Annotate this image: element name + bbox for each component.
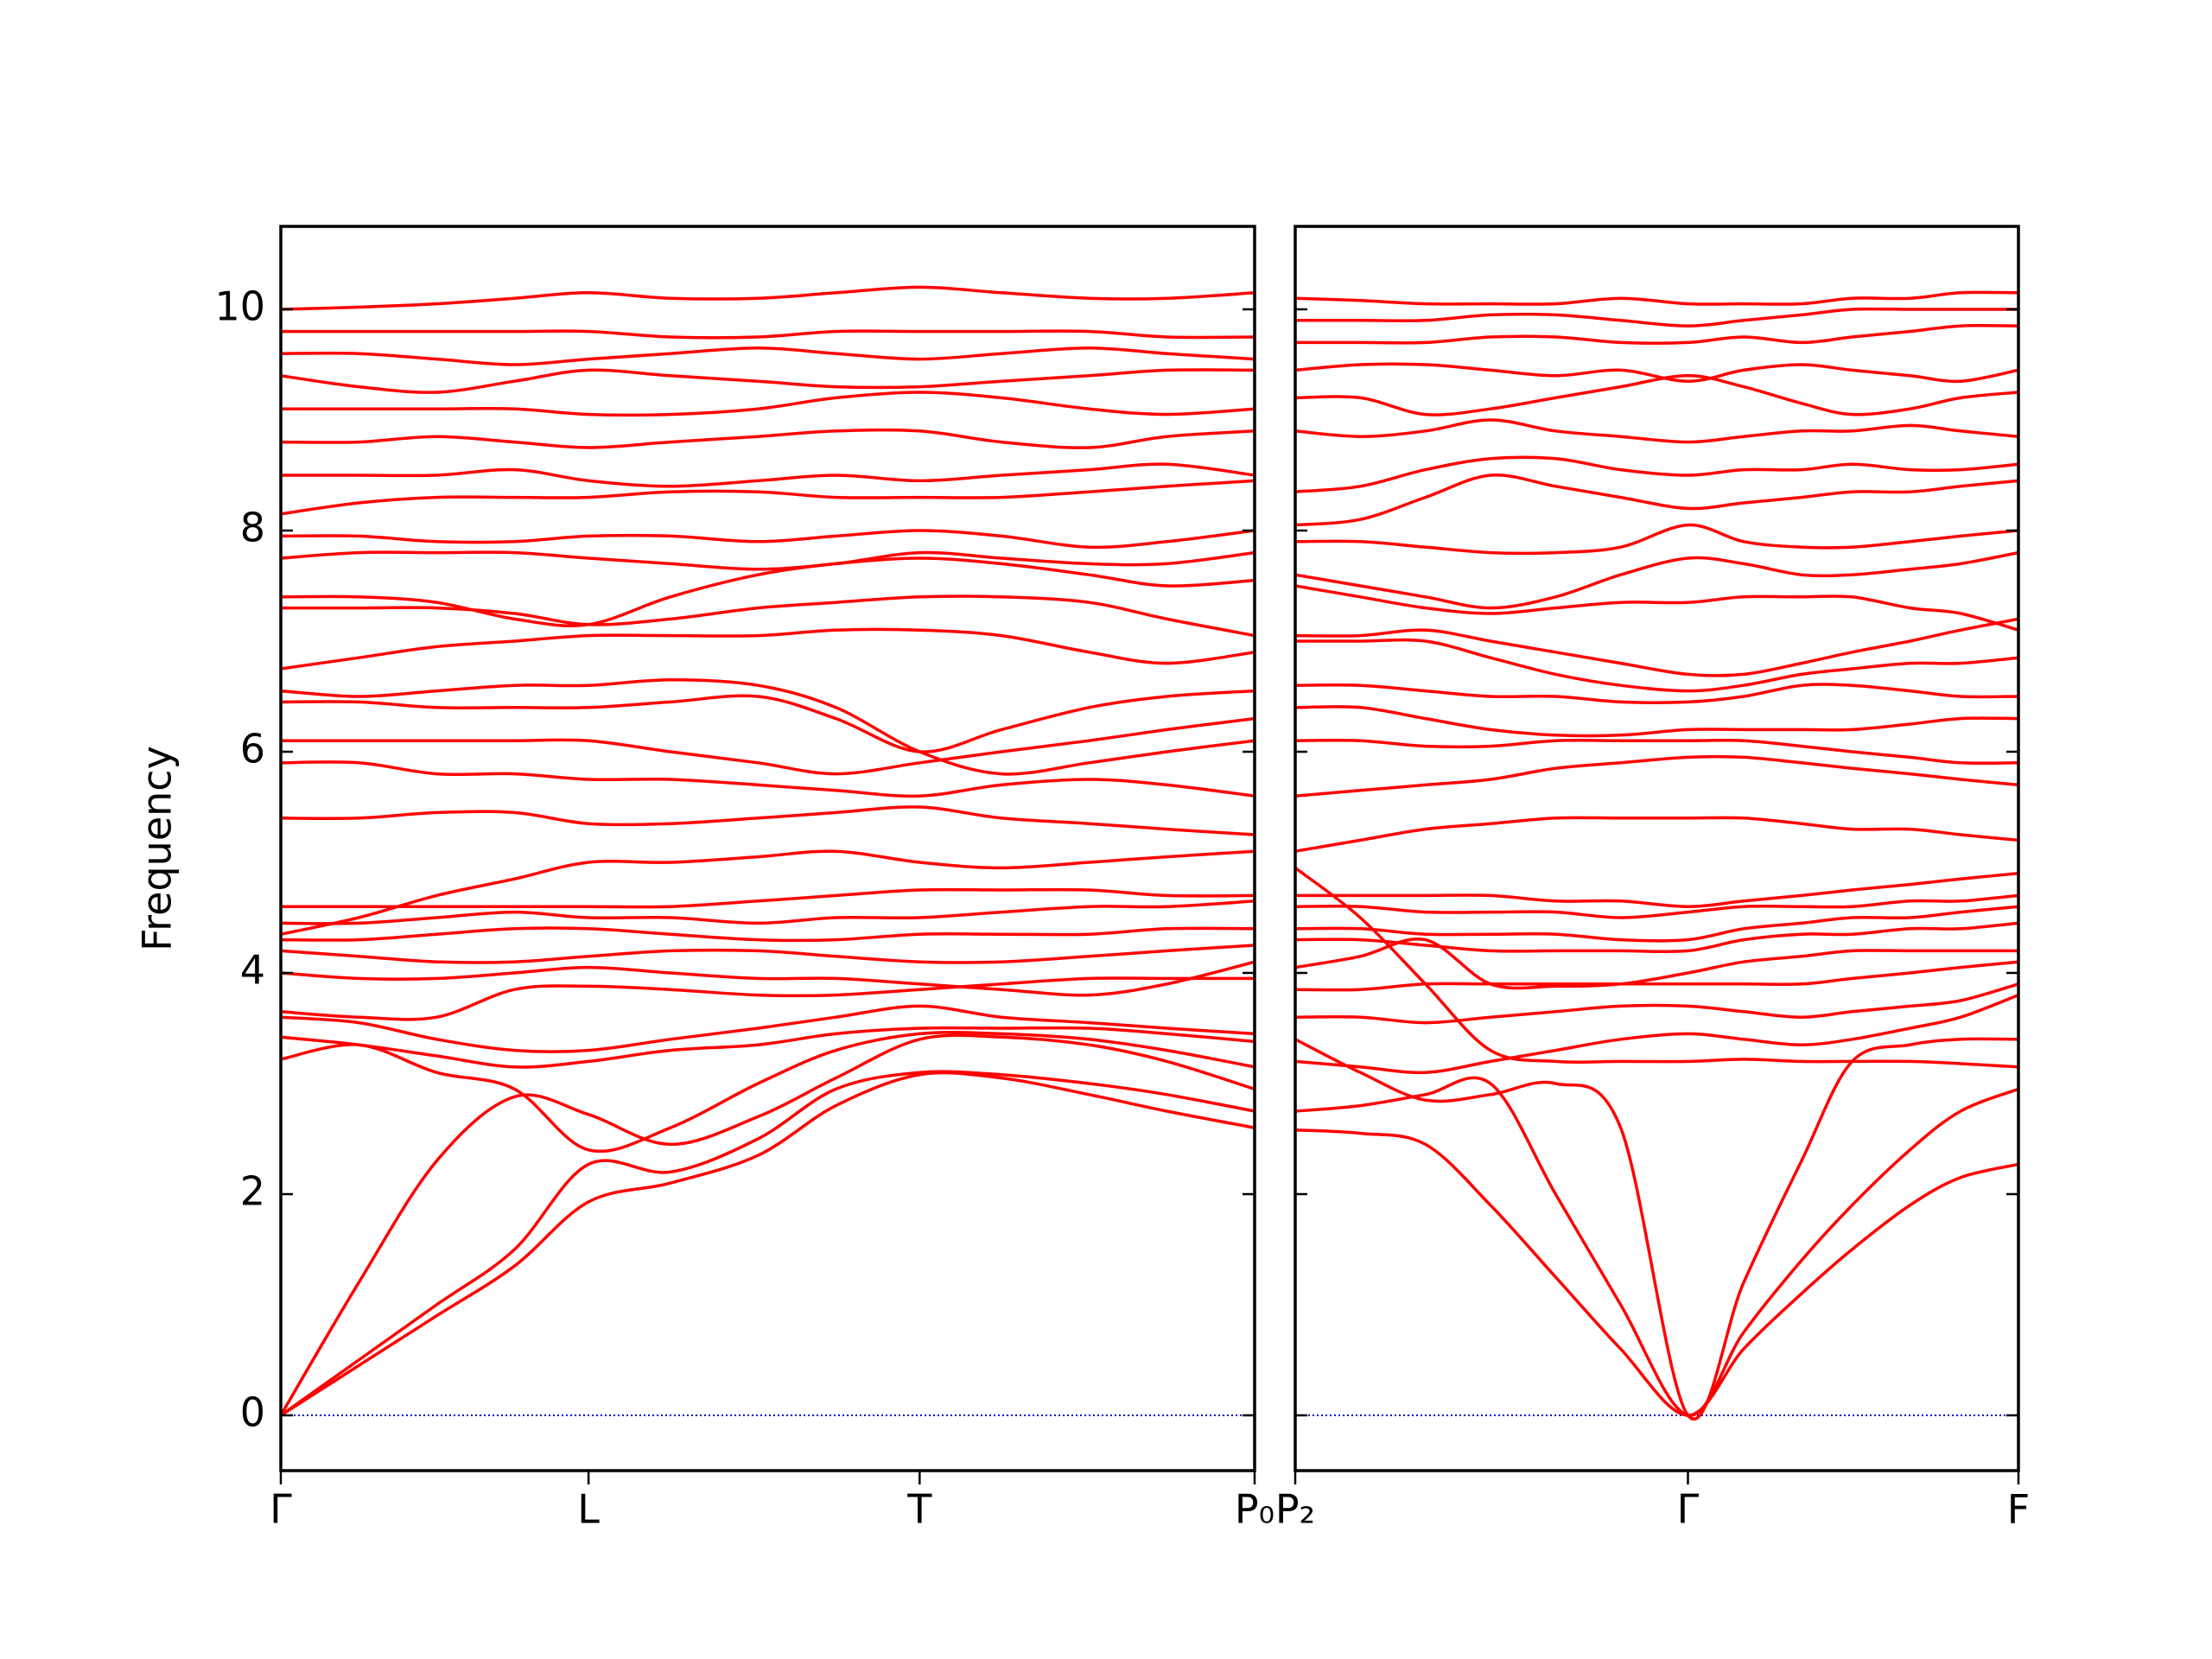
band-line — [281, 760, 1255, 798]
band-line — [1295, 982, 2018, 1025]
band-line — [1295, 323, 2018, 345]
band-line — [281, 462, 1255, 488]
band-line — [1295, 921, 2018, 954]
band-line — [281, 678, 1255, 776]
band-line — [281, 329, 1255, 340]
band-line — [281, 368, 1255, 394]
x-tick-label: F — [2007, 1486, 2030, 1533]
band-line — [281, 529, 1255, 550]
band-line — [1295, 290, 2018, 306]
band-line — [281, 944, 1255, 964]
band-line — [281, 594, 1255, 638]
band-line — [281, 805, 1255, 836]
band-line — [1295, 418, 2018, 444]
band-line — [1295, 872, 2018, 908]
band-line — [281, 849, 1255, 936]
band-line — [1295, 374, 2018, 416]
band-line — [1295, 754, 2018, 798]
band-line — [281, 346, 1255, 366]
x-tick-label: P₀ — [1235, 1486, 1274, 1533]
band-line — [281, 716, 1255, 776]
band-line — [281, 1026, 1255, 1069]
band-line — [281, 689, 1255, 753]
band-line — [1295, 473, 2018, 527]
band-line — [281, 1033, 1255, 1416]
x-tick-label: T — [906, 1486, 932, 1533]
band-line — [1295, 550, 2018, 610]
y-tick-label: 0 — [240, 1389, 265, 1436]
band-line — [1295, 993, 2018, 1075]
band-line — [281, 556, 1255, 627]
band-line — [1295, 617, 2018, 677]
band-line — [1295, 960, 2018, 992]
plot-frame — [279, 225, 1256, 1472]
band-line — [281, 391, 1255, 417]
band-line — [1295, 816, 2018, 853]
x-tick-label: P₂ — [1275, 1486, 1315, 1533]
band-line — [281, 960, 1255, 997]
band-line — [1295, 1037, 2018, 1421]
band-line — [281, 550, 1255, 571]
band-line — [281, 428, 1255, 449]
x-tick-label: Γ — [1677, 1486, 1700, 1533]
band-line — [281, 1030, 1255, 1154]
band-line — [281, 1004, 1255, 1053]
y-tick-label: 8 — [240, 505, 265, 551]
band-line — [281, 285, 1255, 311]
band-line — [1295, 738, 2018, 766]
band-line — [1295, 683, 2018, 704]
y-axis-label: Frequency — [134, 746, 181, 951]
band-line — [281, 627, 1255, 671]
band-line — [281, 1070, 1255, 1417]
band-line — [1295, 362, 2018, 384]
band-line — [281, 1071, 1255, 1417]
band-line — [1295, 705, 2018, 738]
band-line — [1295, 523, 2018, 556]
y-tick-label: 10 — [214, 283, 265, 330]
x-tick-label: Γ — [270, 1486, 292, 1533]
y-tick-label: 2 — [240, 1168, 265, 1215]
x-tick-label: L — [577, 1486, 600, 1533]
plot-frame — [1294, 225, 2020, 1472]
band-line — [1295, 455, 2018, 493]
band-line — [1295, 937, 2018, 990]
band-line — [1295, 867, 2018, 1069]
band-line — [1295, 638, 2018, 693]
y-tick-label: 6 — [240, 726, 265, 772]
band-line — [1295, 584, 2018, 632]
band-line — [281, 976, 1255, 1021]
band-line — [1295, 893, 2018, 919]
band-line — [281, 899, 1255, 925]
band-line — [281, 926, 1255, 943]
band-line — [281, 479, 1255, 516]
y-tick-label: 4 — [240, 947, 265, 994]
band-line — [281, 887, 1255, 909]
band-line — [1295, 1076, 2018, 1417]
band-line — [1295, 905, 2018, 943]
band-line — [1295, 307, 2018, 327]
